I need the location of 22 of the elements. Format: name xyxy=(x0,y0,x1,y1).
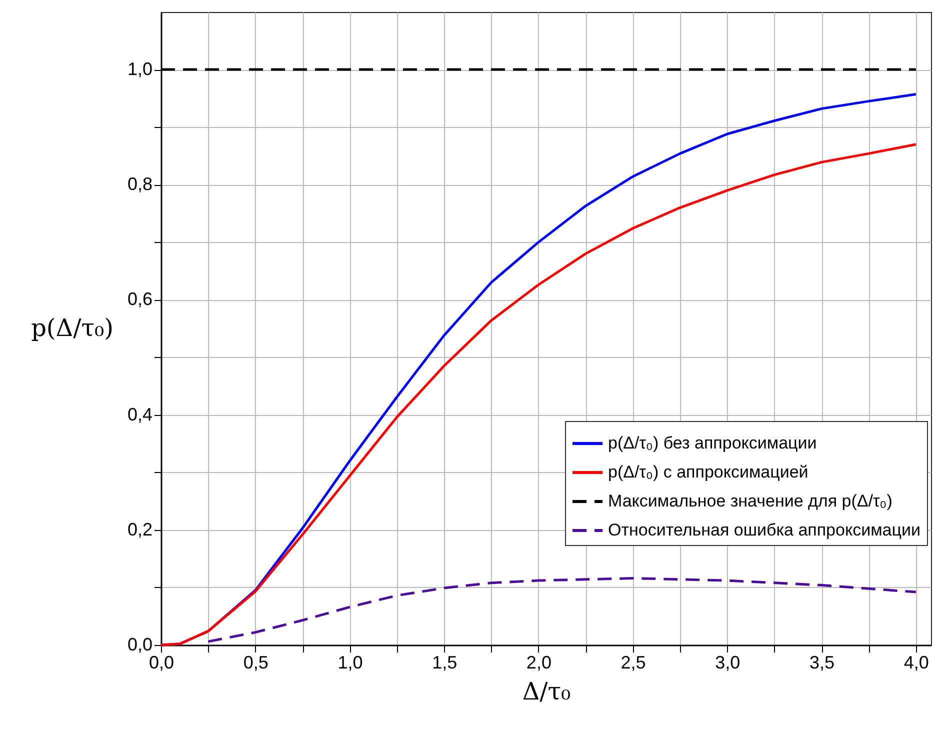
legend-label: p(Δ/τ₀) без аппроксимации xyxy=(608,434,817,452)
x-tick-label: 3,5 xyxy=(810,652,835,672)
x-tick-label: 4,0 xyxy=(904,652,929,672)
legend-label: p(Δ/τ₀) с аппроксимацией xyxy=(608,462,808,482)
x-tick-label: 0,5 xyxy=(243,652,268,672)
x-tick-label: 3,0 xyxy=(715,652,740,672)
x-axis-title: Δ/τ₀ xyxy=(522,678,571,706)
y-tick-label: 0,6 xyxy=(127,289,152,310)
y-tick-label: 1,0 xyxy=(127,59,152,80)
y-tick-label: 0,0 xyxy=(127,634,152,654)
x-tick-label: 2,0 xyxy=(526,652,552,672)
x-tick-label: 0,0 xyxy=(148,652,174,672)
x-tick-label: 2,5 xyxy=(620,652,646,672)
x-tick-label: 1,5 xyxy=(432,652,458,672)
y-tick-label: 0,8 xyxy=(127,174,152,194)
y-tick-label: 0,2 xyxy=(127,519,152,540)
y-tick-label: 0,4 xyxy=(127,404,152,424)
y-axis-title: p(Δ/τ₀) xyxy=(31,314,114,342)
legend-label: Максимальное значение для p(Δ/τ₀) xyxy=(608,492,892,510)
legend-label: Относительная ошибка аппроксимации xyxy=(608,520,920,540)
x-tick-label: 1,0 xyxy=(338,652,363,672)
line-series xyxy=(206,576,918,643)
